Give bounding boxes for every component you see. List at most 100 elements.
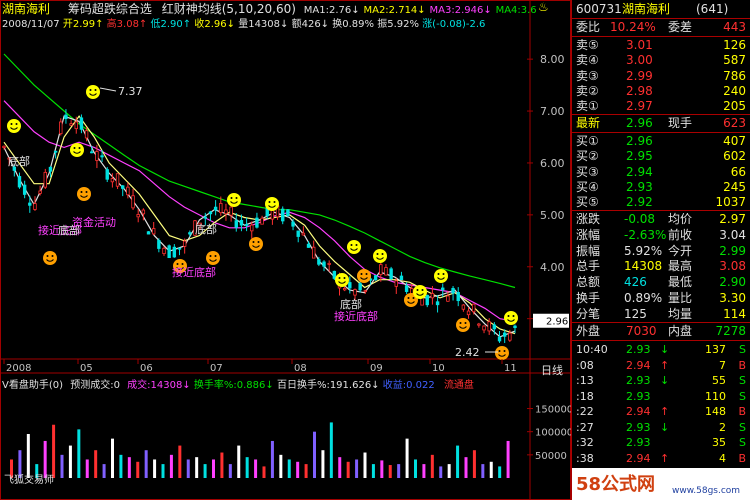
tick-row[interactable]: :32 2.93 35 S [576,435,748,450]
volume-bar [60,454,64,478]
ask-price: 3.01 [626,38,653,52]
x-axis-label: 08 [294,363,307,374]
tick-side: S [739,374,746,387]
chart-frame [0,0,571,500]
stat-value: 2.90 [719,275,746,290]
weicha-label: 委差 [668,20,693,34]
volume-bar [355,459,359,478]
divider [572,18,750,19]
ask-label: 卖② [576,83,599,98]
stock-code: 600731 [576,2,622,16]
volume-axis-label: 100000 [535,428,571,439]
ask-label: 卖① [576,99,599,114]
candle-body [435,301,440,306]
app-watermark: 飞狐交易师 [4,475,54,486]
tick-row[interactable]: :22 2.94 ↑ 148 B [576,404,748,419]
divider [572,132,750,133]
candle-body [74,121,78,130]
x-axis-label: 11 [504,363,517,374]
tick-time: :22 [576,405,594,418]
tick-side: S [739,389,746,403]
candle-body [260,217,264,225]
tick-price: 2.94 [626,405,651,418]
volume-axis-label: 50000 [535,451,567,462]
smiley-icon [357,269,371,283]
candle-body [188,232,192,235]
stat-row: 涨幅 -2.63% 前收 3.04 [576,227,746,243]
candle-body [12,166,17,171]
stat-label: 换手 [576,291,601,305]
bid-row: 买④ 2.93 245 [576,179,746,195]
candle-body [425,294,429,306]
ohlc-date: 2008/11/07 [2,19,60,30]
candle-body [229,206,233,216]
candle-body [482,325,486,331]
volume-bar [270,440,274,478]
stat-value: 2.97 [719,212,746,226]
ohlc-turnover: 换0.89% [332,19,375,30]
candle-body [358,283,362,291]
candle-body [136,214,140,218]
bell-icon[interactable]: ♨ [538,0,549,14]
candle-body [441,287,445,291]
candle-body [332,270,337,279]
ask-row: 卖⑤ 3.01 126 [576,37,746,53]
tick-row[interactable]: :27 2.93 ↓ 2 S [576,420,748,435]
outflow-label: 流通盘 [443,380,474,391]
tick-row[interactable]: :38 2.94 ↑ 4 B [576,451,748,466]
candle-body [508,332,512,341]
ohlc-amplitude: 振5.92% [377,19,419,30]
stat-value: 3.04 [719,227,746,242]
bid-row: 买② 2.95 602 [576,148,746,164]
kline-chart[interactable]: 8.007.006.005.004.003.002.967.372.42底部接近… [0,0,571,500]
smiley-icon [43,251,57,265]
volume-bar [363,452,367,478]
daily-tab[interactable]: 日线 [541,364,563,377]
tick-row[interactable]: :13 2.93 ↓ 55 S [576,373,748,388]
volume-bar [153,459,157,478]
volume-bar [136,461,140,478]
forecast-volume: 预测成交:0 [70,380,120,391]
candle-body [115,173,120,187]
candle-body [48,166,53,172]
volume-bar [220,452,224,478]
volume-bar [279,454,283,478]
smiley-icon [373,249,387,263]
tick-side: S [739,436,746,449]
outer-inner-row: 外盘 7030 内盘 7278 [576,323,746,339]
tick-row[interactable]: :08 2.94 ↑ 7 B [576,358,748,373]
candle-body [342,288,347,291]
ma4-value: MA4:3.6 [495,5,537,16]
tick-price: 2.93 [626,436,651,449]
ma-line-ma3 [3,100,516,322]
ask-row: 卖④ 3.00 587 [576,52,746,68]
panel-stock-name: 湖南海利 [622,2,671,16]
candle-body [410,288,414,294]
candle-body [348,282,352,289]
candle-body [239,219,244,226]
candle-body [492,324,497,330]
volume-bar [338,457,342,478]
tick-price: 2.93 [626,389,651,403]
tick-row[interactable]: :18 2.93 110 S [576,389,748,404]
stat-label: 分笔 [576,306,601,321]
tick-row[interactable]: 10:40 2.93 ↓ 137 S [576,342,748,357]
ask-row: 卖② 2.98 240 [576,83,746,99]
stat-row: 涨跌 -0.08 均价 2.97 [576,211,746,227]
tick-time: :27 [576,420,594,434]
volume-bar [489,461,493,478]
ohlc-close: 收2.96↓ [194,19,236,30]
candle-body [270,210,275,220]
volume-bar [237,445,241,478]
candle-body [100,155,104,158]
price-axis-label: 7.00 [540,105,565,118]
volume-bar [111,438,114,478]
divider [572,114,750,115]
volume-bar [439,466,443,478]
candle-body [198,222,202,226]
candle-body [317,259,321,265]
volume-bar [85,459,89,478]
indicator-name: 筹码超跌综合选 [67,2,152,16]
candle-body [177,247,182,250]
site-watermark: 58公式网 www.58gs.com [572,468,750,500]
